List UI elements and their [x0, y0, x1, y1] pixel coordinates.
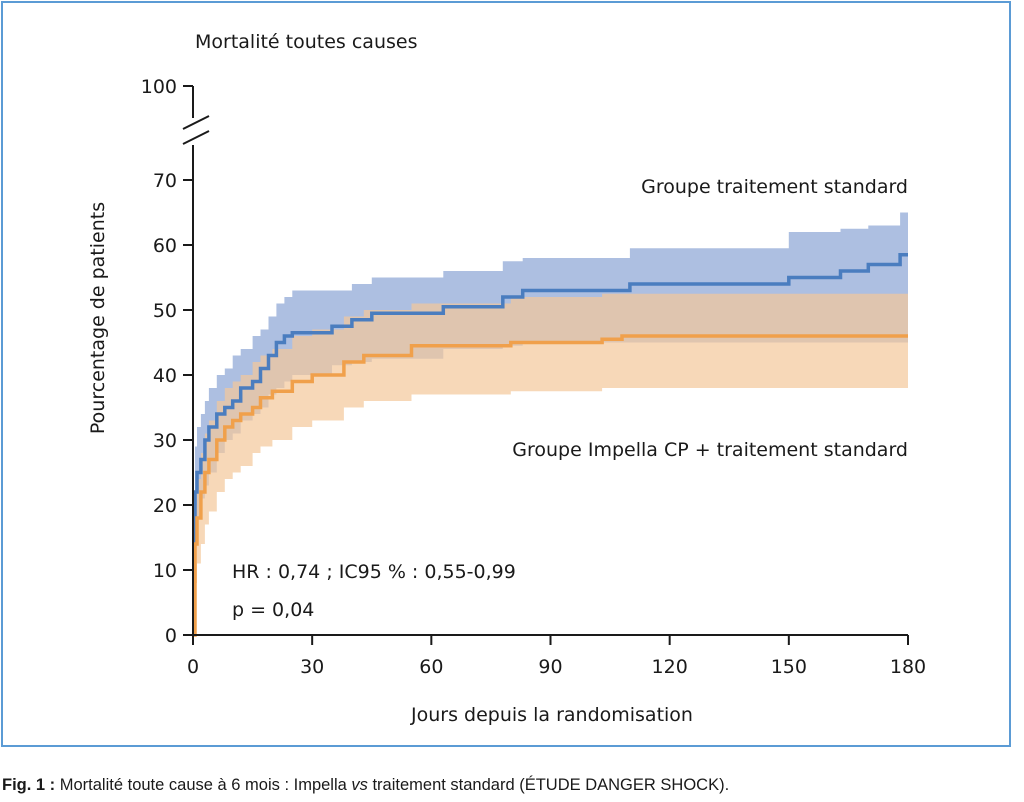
hazard-ratio-annotation: HR : 0,74 ; IC95 % : 0,55-0,99 [232, 561, 516, 583]
y-tick-label: 60 [153, 235, 177, 257]
y-axis-title: Pourcentage de patients [87, 202, 109, 434]
confidence-band-impella [193, 293, 908, 635]
y-tick-label: 100 [141, 76, 177, 98]
survival-curves [193, 253, 908, 637]
axis-break-mark [182, 130, 210, 145]
x-tick-label: 90 [538, 656, 562, 678]
y-tick-label: 20 [153, 495, 177, 517]
x-tick-label: 150 [771, 656, 807, 678]
x-tick-label: 180 [890, 656, 926, 678]
x-tick-label: 30 [300, 656, 324, 678]
x-tick-label: 120 [652, 656, 688, 678]
y-tick-label: 70 [153, 170, 177, 192]
y-tick-label: 0 [165, 625, 177, 647]
y-tick-label: 40 [153, 365, 177, 387]
caption-text: Mortalité toute cause à 6 mois : Impella [55, 776, 352, 794]
curve-standard [193, 253, 908, 546]
figure-frame [1, 1, 1011, 747]
caption-label: Fig. 1 : [2, 776, 56, 794]
series-label-standard: Groupe traitement standard [641, 176, 908, 198]
y-tick-label: 10 [153, 560, 177, 582]
chart-title: Mortalité toutes causes [195, 31, 417, 53]
series-label-impella: Groupe Impella CP + traitement standard [512, 439, 908, 461]
p-value-annotation: p = 0,04 [232, 599, 314, 621]
x-tick-label: 60 [419, 656, 443, 678]
curve-impella [193, 334, 908, 637]
y-tick-label: 50 [153, 300, 177, 322]
tick-labels: 0 10 20 30 40 50 60 70 100 0 30 60 90 120 150 180 [141, 76, 926, 678]
axis-break-mark [182, 115, 210, 130]
caption-italic: vs [351, 776, 368, 794]
y-tick-label: 30 [153, 430, 177, 452]
km-chart: Mortalité toutes causes 0 10 20 30 40 50 60 70 1… [87, 31, 926, 726]
x-tick-label: 0 [187, 656, 199, 678]
figure-caption: Fig. 1 : Mortalité toute cause à 6 mois … [2, 776, 729, 795]
x-axis-title: Jours depuis la randomisation [410, 704, 693, 726]
caption-tail: traitement standard (ÉTUDE DANGER SHOCK)… [367, 776, 730, 794]
axes [182, 85, 909, 645]
